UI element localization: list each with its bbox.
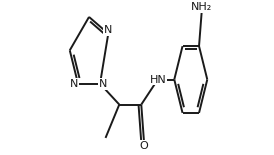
Text: NH₂: NH₂ xyxy=(191,2,212,12)
Text: N: N xyxy=(70,79,78,89)
Text: N: N xyxy=(99,79,107,89)
Text: N: N xyxy=(104,25,112,35)
Text: O: O xyxy=(140,141,149,151)
Text: HN: HN xyxy=(149,75,166,84)
